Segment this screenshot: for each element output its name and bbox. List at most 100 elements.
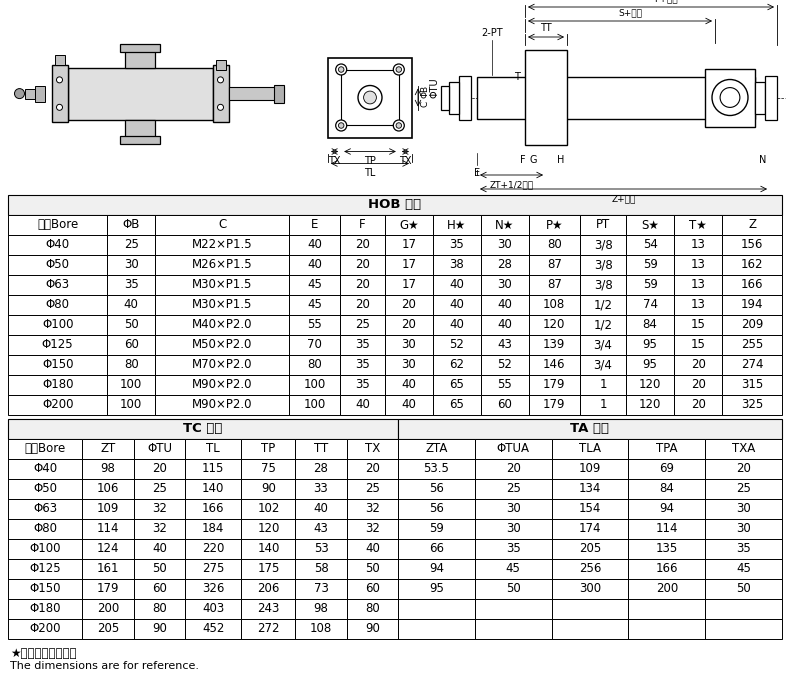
Text: 146: 146 bbox=[543, 359, 566, 372]
Text: 220: 220 bbox=[202, 543, 224, 556]
Text: 30: 30 bbox=[497, 238, 512, 251]
Text: 53: 53 bbox=[314, 543, 329, 556]
Bar bbox=[480, 295, 529, 315]
Bar bbox=[107, 315, 156, 335]
Bar bbox=[67, 67, 213, 120]
Text: 206: 206 bbox=[258, 583, 280, 596]
Bar bbox=[8, 235, 107, 255]
Bar bbox=[433, 375, 480, 395]
Bar bbox=[551, 479, 628, 499]
Bar bbox=[705, 579, 782, 599]
Bar bbox=[433, 275, 480, 295]
Text: 100: 100 bbox=[303, 398, 325, 412]
Text: 32: 32 bbox=[152, 523, 167, 535]
Bar bbox=[475, 599, 551, 619]
Text: 300: 300 bbox=[579, 583, 601, 596]
Bar bbox=[340, 355, 385, 375]
Bar bbox=[134, 599, 185, 619]
Bar bbox=[398, 559, 475, 579]
Bar bbox=[242, 519, 295, 539]
Text: 120: 120 bbox=[639, 398, 661, 412]
Bar bbox=[385, 295, 433, 315]
Text: F: F bbox=[520, 155, 526, 165]
Text: ΦB: ΦB bbox=[421, 85, 430, 98]
Text: 84: 84 bbox=[660, 482, 674, 495]
Text: Z+行程: Z+行程 bbox=[611, 194, 636, 203]
Bar bbox=[134, 579, 185, 599]
Bar bbox=[398, 619, 475, 639]
Text: ΦTU: ΦTU bbox=[147, 442, 172, 455]
Bar bbox=[8, 499, 82, 519]
Text: 13: 13 bbox=[690, 278, 705, 291]
Text: 98: 98 bbox=[314, 602, 329, 616]
Text: 243: 243 bbox=[258, 602, 280, 616]
Bar bbox=[674, 355, 722, 375]
Bar bbox=[480, 315, 529, 335]
Bar bbox=[385, 335, 433, 355]
Text: 35: 35 bbox=[450, 238, 464, 251]
Bar bbox=[385, 355, 433, 375]
Bar bbox=[347, 459, 398, 479]
Bar bbox=[273, 85, 284, 102]
Bar bbox=[628, 619, 705, 639]
Text: 35: 35 bbox=[355, 339, 370, 352]
Bar bbox=[340, 255, 385, 275]
Bar bbox=[755, 82, 765, 113]
Text: T: T bbox=[514, 73, 520, 82]
Bar bbox=[120, 135, 160, 144]
Bar bbox=[433, 335, 480, 355]
Bar bbox=[82, 599, 134, 619]
Bar bbox=[433, 215, 480, 235]
Text: C: C bbox=[218, 218, 226, 232]
Bar bbox=[8, 315, 107, 335]
Text: 161: 161 bbox=[97, 563, 119, 576]
Bar bbox=[107, 215, 156, 235]
Text: 30: 30 bbox=[506, 502, 521, 515]
Text: 94: 94 bbox=[429, 563, 444, 576]
Circle shape bbox=[712, 80, 748, 115]
Bar bbox=[8, 579, 82, 599]
Text: 25: 25 bbox=[736, 482, 751, 495]
Bar bbox=[433, 355, 480, 375]
Text: 179: 179 bbox=[97, 583, 119, 596]
Bar bbox=[347, 559, 398, 579]
Text: 35: 35 bbox=[736, 543, 751, 556]
Bar bbox=[385, 255, 433, 275]
Bar bbox=[156, 215, 289, 235]
Bar bbox=[441, 85, 449, 109]
Bar bbox=[347, 519, 398, 539]
Bar bbox=[82, 579, 134, 599]
Bar bbox=[289, 275, 340, 295]
Bar bbox=[295, 599, 347, 619]
Text: 452: 452 bbox=[202, 622, 224, 635]
Text: 40: 40 bbox=[355, 398, 370, 412]
Text: 115: 115 bbox=[202, 462, 224, 475]
Circle shape bbox=[720, 88, 740, 107]
Text: 80: 80 bbox=[307, 359, 322, 372]
Bar bbox=[580, 275, 626, 295]
Text: 135: 135 bbox=[656, 543, 678, 556]
Bar bbox=[340, 335, 385, 355]
Text: 114: 114 bbox=[97, 523, 119, 535]
Circle shape bbox=[14, 89, 24, 99]
Text: 65: 65 bbox=[450, 379, 464, 392]
Bar bbox=[459, 76, 471, 120]
Text: 109: 109 bbox=[97, 502, 119, 515]
Text: 52: 52 bbox=[450, 339, 464, 352]
Text: 25: 25 bbox=[365, 482, 380, 495]
Text: Φ200: Φ200 bbox=[29, 622, 61, 635]
Text: 59: 59 bbox=[643, 278, 657, 291]
Bar bbox=[295, 539, 347, 559]
Text: 25: 25 bbox=[506, 482, 521, 495]
Text: 179: 179 bbox=[543, 398, 566, 412]
Text: Φ40: Φ40 bbox=[33, 462, 57, 475]
Text: 209: 209 bbox=[741, 319, 763, 332]
Text: 120: 120 bbox=[543, 319, 566, 332]
Bar bbox=[529, 295, 580, 315]
Bar bbox=[82, 559, 134, 579]
Text: 40: 40 bbox=[450, 319, 464, 332]
Text: 3/8: 3/8 bbox=[593, 278, 612, 291]
Text: 50: 50 bbox=[736, 583, 751, 596]
Bar bbox=[385, 235, 433, 255]
Text: ΦTU: ΦTU bbox=[430, 77, 440, 98]
